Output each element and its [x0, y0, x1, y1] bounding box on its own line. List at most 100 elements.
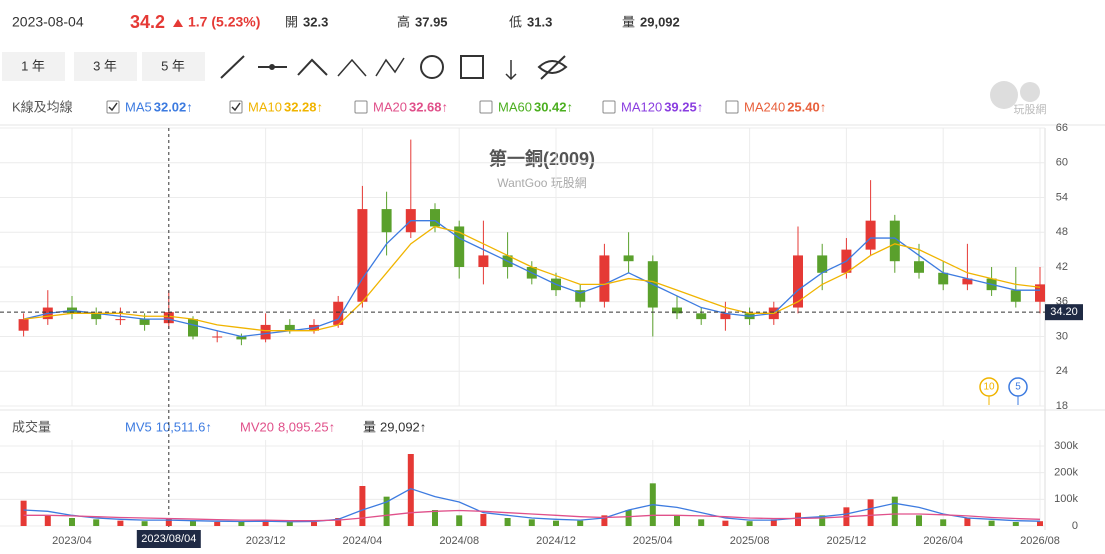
candle-body: [914, 261, 924, 273]
tool-circle[interactable]: [420, 55, 444, 79]
legend-item[interactable]: MA60 30.42↑: [479, 99, 573, 114]
tool-rect[interactable]: [460, 55, 484, 79]
crosshair-label: 2023/08/04: [141, 533, 196, 545]
y-tick-label: 100k: [1054, 493, 1078, 505]
candle-body: [672, 307, 682, 314]
candle-body: [357, 209, 368, 302]
volume-bar: [674, 515, 680, 526]
crosshair-tag: [136, 530, 201, 548]
volume-bar: [819, 515, 826, 526]
tool-abc[interactable]: [337, 58, 367, 77]
tool-text[interactable]: [505, 60, 517, 81]
legend-name: 量: [363, 419, 376, 434]
tool-angle[interactable]: [297, 58, 328, 76]
x-tick-label: 2025/04: [633, 535, 673, 547]
volume-bar: [432, 510, 438, 526]
volume-bar: [988, 520, 995, 526]
y-tick-label: 200k: [1054, 467, 1078, 479]
volume-bar: [940, 519, 947, 526]
candle-body: [1010, 290, 1021, 302]
change: 1.7 (5.23%): [188, 14, 260, 30]
volume-bar: [722, 520, 729, 526]
ma-line: [23, 225, 1041, 332]
x-tick-label: 2026/04: [923, 535, 963, 547]
volume-bar: [141, 521, 148, 526]
checkbox: [725, 100, 739, 114]
volume-bar: [238, 522, 245, 526]
open: 32.3: [303, 14, 328, 29]
x-tick-label: 2024/08: [439, 535, 479, 547]
legend-name: MA5: [125, 99, 152, 114]
volume-bar: [359, 486, 366, 526]
volume-bar: [93, 519, 100, 526]
volume-bar: [190, 520, 196, 526]
checkmark: [108, 102, 118, 112]
volume-bar: [214, 522, 221, 526]
logo-icon: [1020, 82, 1040, 102]
date: 2023-08-04: [12, 14, 84, 30]
candle-body: [938, 272, 949, 285]
legend-item[interactable]: MA240 25.40↑: [725, 99, 826, 114]
legend-item[interactable]: MA10 32.28↑: [229, 99, 323, 114]
legend-value: 32.28↑: [284, 99, 323, 114]
legend-value: 30.42↑: [534, 99, 573, 114]
volume-bar: [891, 496, 898, 526]
logo-text: 玩股網: [1014, 102, 1047, 116]
volume-bar: [480, 514, 487, 526]
legend-title: K線及均線: [12, 99, 73, 114]
x-tick-label: 2023/12: [246, 535, 286, 547]
mv-line: [23, 487, 1041, 523]
checkbox: [106, 100, 120, 114]
tool-hline[interactable]: [258, 64, 287, 70]
button-label: 1 年: [21, 58, 45, 73]
legend-item[interactable]: MA20 32.68↑: [354, 99, 448, 114]
legend-name: MA60: [498, 99, 532, 114]
up-arrow: [173, 19, 183, 27]
volume-bar: [44, 515, 51, 526]
candle-body: [381, 209, 392, 233]
marker-label: 5: [1015, 382, 1021, 393]
volume-bar: [867, 499, 874, 526]
range-button[interactable]: 5 年: [142, 52, 205, 81]
candle-body: [599, 255, 610, 302]
volume-bar: [20, 500, 27, 526]
candle-body: [865, 220, 876, 250]
tool-hide[interactable]: [537, 55, 568, 80]
candle-body: [454, 226, 465, 267]
y-tick-label: 48: [1056, 226, 1068, 238]
candle-body: [91, 313, 102, 320]
price: 34.2: [130, 12, 165, 32]
candle-body: [623, 255, 634, 262]
y-tick-label: 24: [1056, 365, 1068, 377]
tool-abcd[interactable]: [375, 57, 405, 77]
candle-body: [962, 278, 973, 285]
y-tick-label: 54: [1056, 191, 1068, 203]
volume-bar: [916, 515, 922, 526]
volume-bar: [698, 519, 705, 526]
price-tag: [1045, 304, 1083, 321]
candle-body: [18, 319, 29, 331]
volume-label: 量: [622, 14, 635, 29]
y-tick-label: 18: [1056, 400, 1068, 412]
volume-bar: [165, 518, 172, 526]
range-button[interactable]: 1 年: [2, 52, 65, 81]
volume-bar: [69, 518, 75, 526]
x-tick-label: 2026/08: [1020, 535, 1060, 547]
legend-name: MA240: [744, 99, 785, 114]
price-tag-label: 34.20: [1050, 306, 1078, 318]
ma-line: [23, 220, 1040, 338]
legend-name: MV20: [240, 419, 274, 434]
legend-name: MA120: [621, 99, 662, 114]
candle-body: [115, 319, 126, 321]
legend-item[interactable]: MA120 39.25↑: [602, 99, 703, 114]
volume-bar: [601, 515, 608, 526]
volume-bar: [335, 518, 342, 526]
volume-bar: [625, 510, 632, 526]
tool-line[interactable]: [220, 55, 245, 79]
legend-item[interactable]: MA5 32.02↑: [106, 99, 193, 114]
range-button[interactable]: 3 年: [74, 52, 137, 81]
candle-body: [284, 324, 295, 331]
y-tick-label: 66: [1056, 122, 1068, 134]
x-tick-label: 2024/04: [343, 535, 383, 547]
